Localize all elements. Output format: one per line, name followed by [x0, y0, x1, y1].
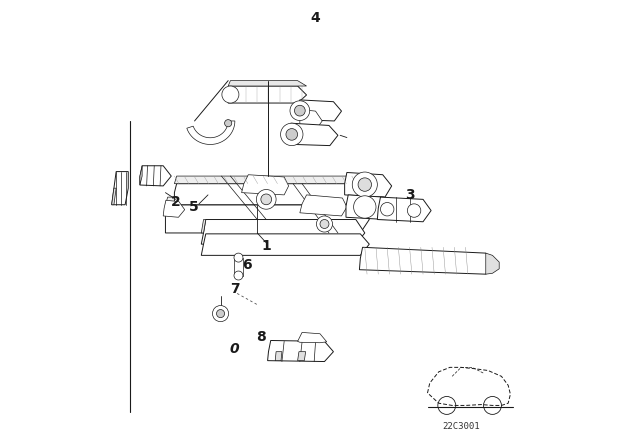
Text: 22C3001: 22C3001 [443, 422, 481, 431]
Polygon shape [346, 195, 393, 220]
Polygon shape [202, 220, 206, 233]
Polygon shape [360, 247, 493, 274]
Polygon shape [174, 176, 378, 184]
Polygon shape [234, 258, 243, 276]
Text: 4: 4 [310, 11, 321, 25]
Polygon shape [275, 352, 282, 361]
Circle shape [280, 123, 303, 146]
Text: 3: 3 [404, 188, 415, 202]
Circle shape [212, 306, 228, 322]
Polygon shape [112, 172, 128, 205]
Polygon shape [268, 340, 333, 362]
Polygon shape [298, 100, 342, 121]
Polygon shape [202, 220, 365, 244]
Circle shape [358, 178, 372, 191]
Polygon shape [187, 121, 235, 144]
Polygon shape [202, 234, 369, 255]
Polygon shape [300, 110, 323, 130]
Circle shape [257, 190, 276, 209]
Circle shape [354, 196, 376, 218]
Polygon shape [378, 197, 431, 222]
Polygon shape [174, 184, 378, 205]
Circle shape [222, 86, 239, 103]
Polygon shape [140, 166, 142, 185]
Circle shape [380, 202, 394, 216]
Circle shape [261, 194, 271, 205]
Text: 0: 0 [229, 342, 239, 357]
Circle shape [407, 204, 421, 217]
Polygon shape [228, 81, 307, 86]
Circle shape [290, 101, 310, 121]
Polygon shape [298, 332, 327, 343]
Polygon shape [165, 205, 369, 233]
Polygon shape [163, 200, 185, 217]
Polygon shape [165, 197, 369, 205]
Polygon shape [228, 86, 307, 103]
Text: 7: 7 [230, 282, 240, 296]
Text: 2: 2 [171, 195, 180, 210]
Polygon shape [242, 175, 289, 195]
Circle shape [286, 129, 298, 140]
Circle shape [216, 310, 225, 318]
Circle shape [320, 220, 329, 228]
Circle shape [294, 105, 305, 116]
Text: 6: 6 [243, 258, 252, 272]
Circle shape [234, 253, 243, 262]
Polygon shape [112, 188, 116, 205]
Polygon shape [298, 352, 306, 361]
Polygon shape [345, 172, 392, 197]
Text: 8: 8 [256, 330, 266, 344]
Text: 1: 1 [261, 239, 271, 254]
Circle shape [352, 172, 378, 197]
Polygon shape [289, 123, 338, 146]
Circle shape [316, 216, 333, 232]
Circle shape [234, 271, 243, 280]
Circle shape [225, 120, 232, 127]
Polygon shape [486, 253, 499, 274]
Text: 5: 5 [189, 200, 198, 214]
Polygon shape [300, 195, 347, 216]
Polygon shape [140, 166, 172, 186]
